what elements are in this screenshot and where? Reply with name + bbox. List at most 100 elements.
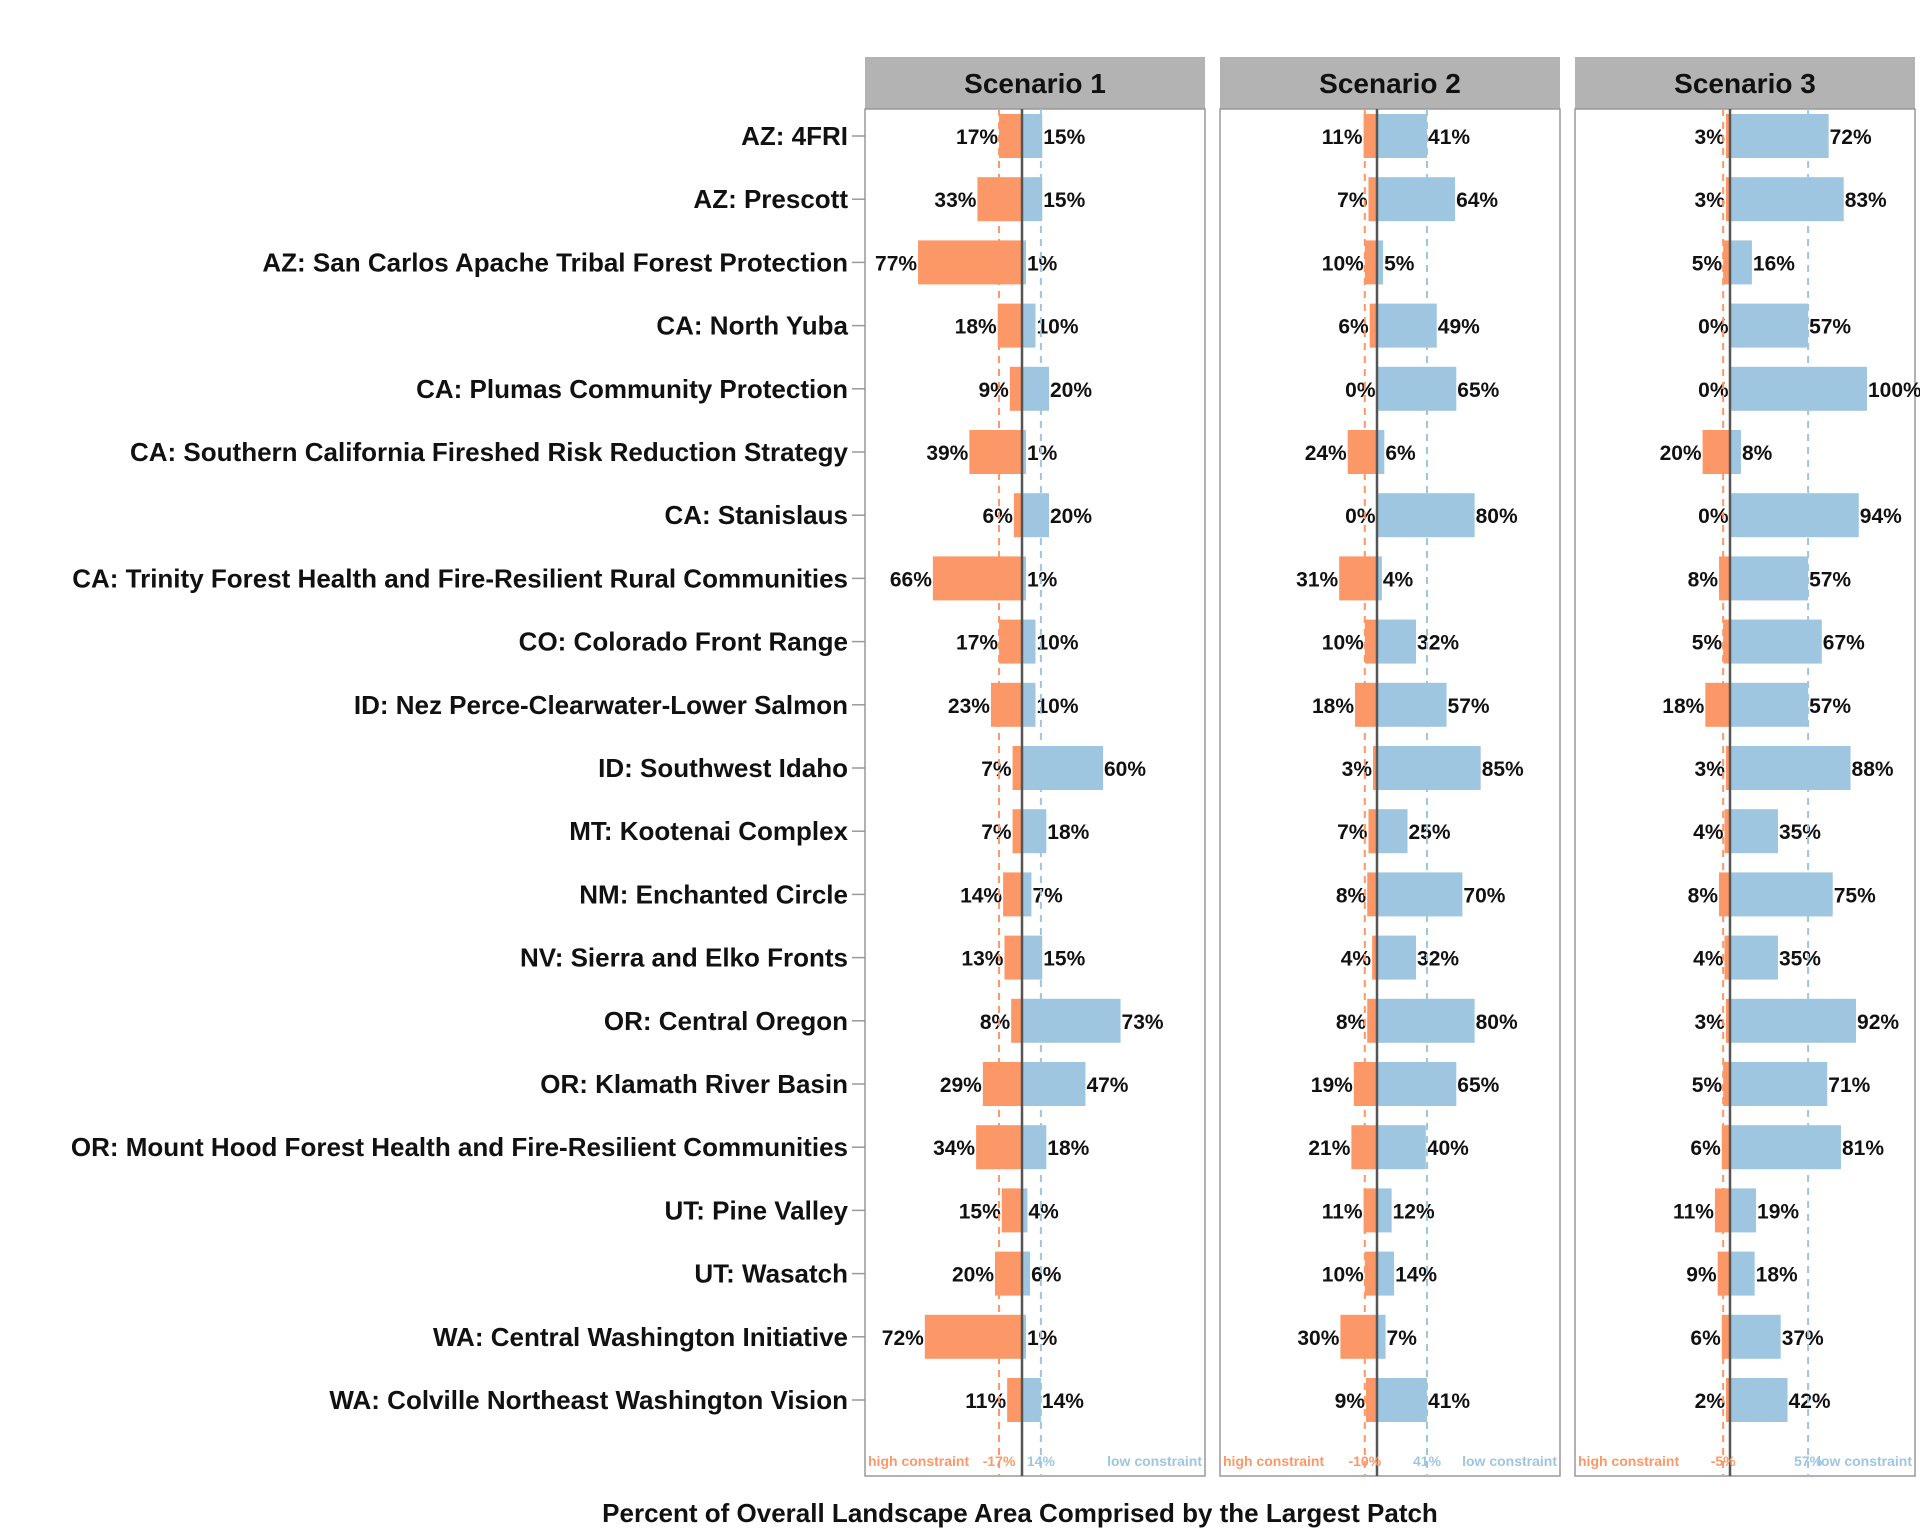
scenario-1-low-label-id-southwest-idaho: 60%: [1104, 758, 1146, 781]
category-label-or-klamath-river-basin: OR: Klamath River Basin: [540, 1069, 848, 1099]
scenario-2-high-label-nv-sierra-and-elko-fronts: 4%: [1341, 948, 1372, 971]
category-label-co-colorado-front-range: CO: Colorado Front Range: [519, 627, 848, 657]
scenario-2-high-bar-id-nez-perce-clearwater-lower-salmon: [1355, 682, 1377, 727]
scenario-3-high-bar-az-prescott: [1725, 177, 1730, 222]
scenario-3-high-label-ca-southern-california-fireshed-risk-reduction-strategy: 20%: [1660, 442, 1702, 465]
category-label-wa-colville-northeast-washington-vision: WA: Colville Northeast Washington Vision: [329, 1385, 848, 1415]
scenario-1-high-bar-wa-colville-northeast-washington-vision: [1007, 1378, 1022, 1422]
scenario-3-low-bar-nm-enchanted-circle: [1730, 872, 1833, 917]
scenario-3-high-label-ca-north-yuba: 0%: [1698, 316, 1729, 339]
category-label-nv-sierra-and-elko-fronts: NV: Sierra and Elko Fronts: [520, 943, 848, 973]
scenario-2-low-bar-or-central-oregon: [1377, 998, 1475, 1043]
scenario-2-high-label-ut-wasatch: 10%: [1322, 1264, 1364, 1287]
scenario-1-low-label-wa-colville-northeast-washington-vision: 14%: [1042, 1390, 1084, 1413]
scenario-2-low-bar-az-san-carlos-apache-tribal-forest-protection: [1377, 240, 1384, 285]
scenario-2-low-label-ca-north-yuba: 49%: [1438, 316, 1480, 339]
scenario-3-low-label-ca-southern-california-fireshed-risk-reduction-strategy: 8%: [1742, 442, 1773, 465]
scenario-1-high-bar-wa-central-washington-initiative: [924, 1314, 1022, 1359]
scenario-1-high-bar-nm-enchanted-circle: [1003, 872, 1022, 917]
scenario-3-high-label-ut-pine-valley: 11%: [1673, 1200, 1714, 1223]
scenario-1-high-label-co-colorado-front-range: 17%: [956, 632, 998, 655]
scenario-3-low-bar-or-mount-hood-forest-health-and-fire-resilient-communities: [1730, 1125, 1841, 1170]
scenario-2-low-label-nm-enchanted-circle: 70%: [1463, 884, 1505, 907]
scenario-3-low-bar-co-colorado-front-range: [1730, 619, 1822, 664]
scenario-1-high-bar-ca-trinity-forest-health-and-fire-resilient-rural-communities: [932, 556, 1022, 601]
scenario-1-low-bar-co-colorado-front-range: [1022, 619, 1036, 664]
scenario-1-high-label-id-southwest-idaho: 7%: [981, 758, 1012, 781]
scenario-1-high-label-ca-trinity-forest-health-and-fire-resilient-rural-communities: 66%: [890, 568, 932, 591]
scenario-1-high-bar-or-klamath-river-basin: [982, 1062, 1022, 1106]
scenario-1-high-bar-ca-stanislaus: [1013, 493, 1022, 538]
scenario-3-high-bar-or-mount-hood-forest-health-and-fire-resilient-communities: [1721, 1125, 1730, 1170]
scenario-3-low-bar-id-nez-perce-clearwater-lower-salmon: [1730, 682, 1809, 727]
category-label-nm-enchanted-circle: NM: Enchanted Circle: [579, 879, 848, 909]
scenario-1-title: Scenario 1: [964, 68, 1106, 99]
scenario-3-low-label-wa-colville-northeast-washington-vision: 42%: [1789, 1390, 1831, 1413]
scenario-1-footer-low: low constraint: [1107, 1453, 1202, 1469]
scenario-2-low-label-az-san-carlos-apache-tribal-forest-protection: 5%: [1384, 252, 1415, 275]
scenario-1-low-bar-wa-central-washington-initiative: [1022, 1314, 1026, 1359]
scenario-1-low-label-mt-kootenai-complex: 18%: [1047, 821, 1089, 844]
scenario-3-high-bar-az-4fri: [1725, 114, 1730, 158]
scenario-3-low-label-nv-sierra-and-elko-fronts: 35%: [1779, 948, 1821, 971]
scenario-3-low-label-ca-trinity-forest-health-and-fire-resilient-rural-communities: 57%: [1809, 568, 1851, 591]
scenario-1-high-label-ut-wasatch: 20%: [952, 1264, 994, 1287]
scenario-1-high-bar-or-central-oregon: [1011, 998, 1022, 1043]
scenario-2-low-label-nv-sierra-and-elko-fronts: 32%: [1417, 948, 1459, 971]
scenario-3-high-bar-wa-central-washington-initiative: [1721, 1314, 1730, 1359]
scenario-1-low-label-az-prescott: 15%: [1043, 189, 1085, 212]
scenario-1-low-bar-or-klamath-river-basin: [1022, 1062, 1086, 1106]
scenario-2-footer-low: low constraint: [1462, 1453, 1557, 1469]
scenario-3-low-label-ca-stanislaus: 94%: [1860, 505, 1902, 528]
scenario-3-strip: [1575, 57, 1915, 109]
scenario-2-low-bar-id-nez-perce-clearwater-lower-salmon: [1377, 682, 1447, 727]
scenario-2-high-label-mt-kootenai-complex: 7%: [1337, 821, 1368, 844]
category-label-ca-north-yuba: CA: North Yuba: [656, 311, 848, 341]
scenario-1-high-label-or-klamath-river-basin: 29%: [940, 1074, 982, 1097]
scenario-3-low-label-co-colorado-front-range: 67%: [1823, 632, 1865, 655]
category-label-id-southwest-idaho: ID: Southwest Idaho: [598, 753, 848, 783]
scenario-2-high-label-wa-central-washington-initiative: 30%: [1297, 1327, 1339, 1350]
scenario-2-high-label-or-klamath-river-basin: 19%: [1311, 1074, 1353, 1097]
scenario-3-low-bar-wa-colville-northeast-washington-vision: [1730, 1378, 1788, 1422]
scenario-3-low-label-mt-kootenai-complex: 35%: [1779, 821, 1821, 844]
scenario-2-high-label-az-4fri: 11%: [1322, 126, 1363, 149]
scenario-3-high-bar-nv-sierra-and-elko-fronts: [1724, 935, 1730, 980]
category-label-or-mount-hood-forest-health-and-fire-resilient-communities: OR: Mount Hood Forest Health and Fire-Re…: [71, 1132, 848, 1162]
category-label-ca-trinity-forest-health-and-fire-resilient-rural-communities: CA: Trinity Forest Health and Fire-Resil…: [72, 563, 848, 593]
scenario-1-low-bar-mt-kootenai-complex: [1022, 809, 1047, 854]
scenario-1-high-bar-ut-pine-valley: [1001, 1188, 1022, 1233]
scenario-1-high-bar-ca-plumas-community-protection: [1009, 366, 1022, 411]
scenario-3-low-label-az-4fri: 72%: [1830, 126, 1872, 149]
scenario-3-high-label-wa-central-washington-initiative: 6%: [1690, 1327, 1721, 1350]
scenario-2-low-label-wa-central-washington-initiative: 7%: [1387, 1327, 1418, 1350]
scenario-2-low-bar-ut-wasatch: [1377, 1251, 1395, 1296]
scenario-1-high-label-mt-kootenai-complex: 7%: [981, 821, 1012, 844]
scenario-3-low-bar-ut-pine-valley: [1730, 1188, 1757, 1233]
scenario-2-low-bar-ca-plumas-community-protection: [1377, 366, 1457, 411]
category-label-ca-stanislaus: CA: Stanislaus: [665, 500, 849, 530]
scenario-1-low-bar-ca-trinity-forest-health-and-fire-resilient-rural-communities: [1022, 556, 1026, 601]
scenario-1-low-label-az-san-carlos-apache-tribal-forest-protection: 1%: [1027, 252, 1058, 275]
scenario-1-high-bar-az-san-carlos-apache-tribal-forest-protection: [918, 240, 1022, 285]
scenario-3-high-label-ca-stanislaus: 0%: [1698, 505, 1729, 528]
scenario-3-low-bar-ut-wasatch: [1730, 1251, 1755, 1296]
scenario-3-low-bar-ca-north-yuba: [1730, 303, 1809, 348]
scenario-1-low-label-az-4fri: 15%: [1043, 126, 1085, 149]
scenario-3-low-label-ca-north-yuba: 57%: [1809, 316, 1851, 339]
scenario-2-high-label-or-central-oregon: 8%: [1336, 1011, 1367, 1034]
scenario-2-high-label-or-mount-hood-forest-health-and-fire-resilient-communities: 21%: [1308, 1137, 1350, 1160]
scenario-1-high-label-wa-central-washington-initiative: 72%: [882, 1327, 924, 1350]
category-label-az-prescott: AZ: Prescott: [693, 184, 848, 214]
scenario-3-high-label-or-central-oregon: 3%: [1695, 1011, 1726, 1034]
category-label-ca-southern-california-fireshed-risk-reduction-strategy: CA: Southern California Fireshed Risk Re…: [130, 437, 849, 467]
scenario-1-low-label-ca-trinity-forest-health-and-fire-resilient-rural-communities: 1%: [1027, 568, 1058, 591]
scenario-3-low-bar-ca-southern-california-fireshed-risk-reduction-strategy: [1730, 430, 1741, 474]
scenario-2-high-label-id-southwest-idaho: 3%: [1342, 758, 1373, 781]
scenario-2-low-bar-id-southwest-idaho: [1377, 746, 1481, 790]
scenario-3-footer-high: high constraint: [1578, 1453, 1679, 1469]
scenario-2-low-label-or-central-oregon: 80%: [1476, 1011, 1518, 1034]
scenario-3-low-label-az-prescott: 83%: [1845, 189, 1887, 212]
scenario-1-high-bar-or-mount-hood-forest-health-and-fire-resilient-communities: [976, 1125, 1022, 1170]
scenario-1-low-bar-or-central-oregon: [1022, 998, 1121, 1043]
